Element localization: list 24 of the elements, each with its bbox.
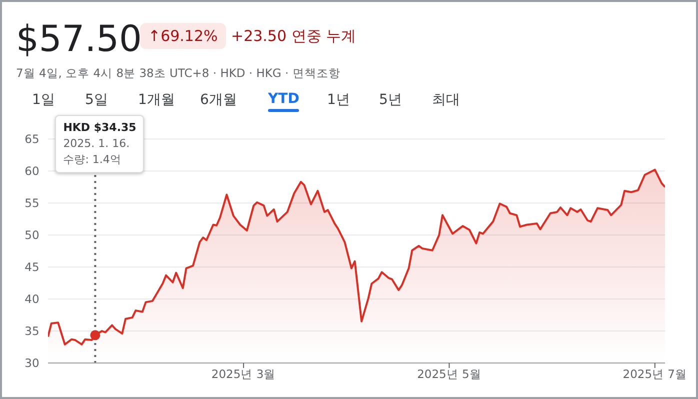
x-tick-label: 2025년 3월 (211, 367, 276, 382)
y-tick-label: 50 (24, 228, 40, 242)
y-tick-label: 65 (24, 132, 40, 146)
text: 6개월 (200, 91, 237, 109)
y-tick-label: 40 (24, 292, 40, 306)
text: YTD (268, 91, 300, 109)
text: 5일 (85, 91, 108, 109)
y-tick-label: 55 (24, 196, 40, 210)
text: 1개월 (138, 91, 175, 109)
y-tick-label: 35 (24, 324, 40, 338)
chart-title: $57.50 (16, 19, 142, 60)
x-tick-label: 2025년 7월 (622, 367, 688, 382)
text: +23.50 연중 누계 (231, 27, 356, 46)
text: 1일 (32, 91, 55, 109)
text: 1년 (327, 91, 350, 109)
x-tick-label: 2025년 5월 (417, 367, 482, 382)
annotation: HKD $34.35 2025. 1. 16. 수량: 1.4억 (63, 120, 136, 168)
y-tick-label: 45 (24, 260, 40, 274)
y-tick-label: 60 (24, 164, 40, 178)
y-tick-label: 30 (24, 356, 40, 370)
text: 5년 (379, 91, 402, 109)
text: ↑69.12% (140, 23, 226, 49)
chart-subtitle: 7월 4일, 오후 4시 8분 38초 UTC+8 · HKD · HKG · 면책조항 (16, 66, 340, 81)
text: 최대 (432, 91, 460, 109)
